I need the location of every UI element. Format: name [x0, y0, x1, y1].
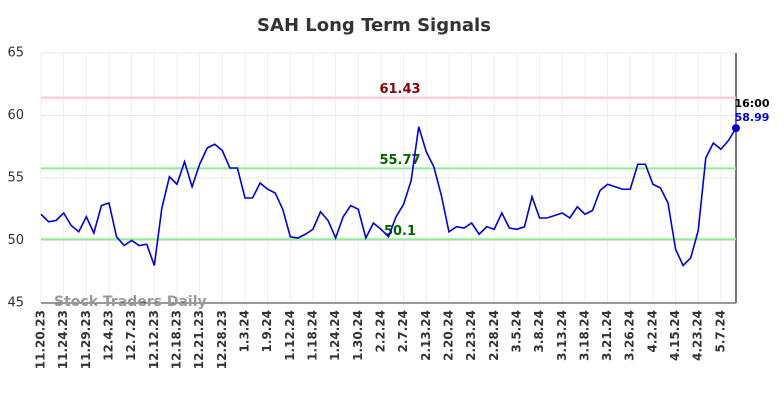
- x-tick-label: 11.24.23: [56, 310, 70, 369]
- x-tick-label: 5.7.24: [713, 310, 727, 353]
- signal-label: 61.43: [379, 82, 420, 97]
- x-tick-label: 12.28.23: [215, 310, 229, 369]
- x-tick-label: 1.24.24: [328, 310, 342, 361]
- x-tick-label: 2.13.24: [419, 310, 433, 361]
- x-tick-label: 3.13.24: [555, 310, 569, 361]
- x-tick-label: 12.4.23: [101, 310, 115, 361]
- x-tick-label: 3.5.24: [509, 310, 523, 353]
- x-tick-label: 1.3.24: [237, 310, 251, 353]
- x-tick-label: 3.26.24: [623, 310, 637, 361]
- x-tick-label: 2.2.24: [373, 310, 387, 353]
- x-tick-label: 12.18.23: [169, 310, 183, 369]
- y-tick-label: 65: [7, 46, 24, 61]
- x-tick-label: 2.7.24: [396, 310, 410, 353]
- x-tick-label: 12.21.23: [192, 310, 206, 369]
- signal-label: 55.77: [379, 153, 420, 168]
- x-tick-label: 2.20.24: [441, 310, 455, 361]
- y-tick-label: 45: [7, 296, 24, 311]
- x-tick-label: 4.2.24: [645, 310, 659, 353]
- x-tick-label: 4.23.24: [691, 310, 705, 361]
- y-tick-label: 55: [7, 171, 24, 186]
- price-line: [40, 126, 737, 267]
- x-tick-label: 1.18.24: [305, 310, 319, 361]
- watermark: Stock Traders Daily: [54, 294, 207, 310]
- x-tick-label: 11.20.23: [34, 310, 48, 369]
- x-tick-label: 12.12.23: [147, 310, 161, 369]
- chart-title: SAH Long Term Signals: [257, 15, 491, 36]
- x-tick-label: 2.23.24: [464, 310, 478, 361]
- last-point: [732, 124, 740, 133]
- y-tick-label: 60: [7, 108, 24, 123]
- x-tick-label: 4.15.24: [668, 310, 682, 361]
- x-tick-label: 3.18.24: [577, 310, 591, 361]
- x-tick-label: 12.7.23: [124, 310, 138, 361]
- x-tick-label: 1.9.24: [260, 310, 274, 353]
- x-tick-label: 1.12.24: [283, 310, 297, 361]
- x-tick-label: 3.8.24: [532, 310, 546, 353]
- y-tick-label: 50: [7, 233, 24, 248]
- x-tick-label: 3.21.24: [600, 310, 614, 361]
- x-tick-label: 2.28.24: [487, 310, 501, 361]
- x-tick-label: 1.30.24: [351, 310, 365, 361]
- last-time-label: 16:00: [734, 97, 769, 110]
- x-tick-label: 11.29.23: [79, 310, 93, 369]
- last-value-label: 58.99: [735, 111, 770, 124]
